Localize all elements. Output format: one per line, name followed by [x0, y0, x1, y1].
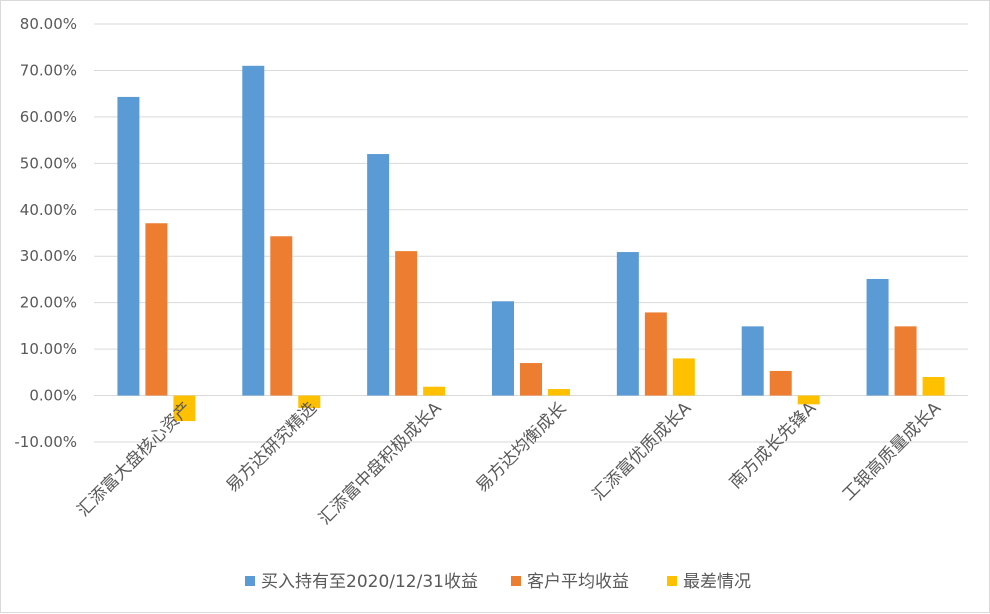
y-axis-ticks: -10.00% 0.00% 10.00% 20.00% 30.00% 40.00% 50.0… — [14, 15, 77, 451]
x-category-label: 工银高质量成长A — [839, 398, 946, 505]
x-category-label: 易方达均衡成长 — [472, 398, 570, 496]
y-tick-label: -10.00% — [14, 433, 77, 451]
bar-buy-hold — [367, 154, 390, 396]
bar-buy-hold — [117, 96, 140, 396]
y-tick-label: 60.00% — [20, 108, 77, 126]
gridlines — [94, 23, 968, 443]
x-category-label: 汇添富优质成长A — [589, 398, 696, 505]
bar-avg-customer — [769, 370, 792, 396]
x-category-label: 易方达研究精选 — [223, 398, 321, 496]
bar-buy-hold — [242, 65, 265, 396]
y-tick-label: 20.00% — [20, 294, 77, 312]
bar-avg-customer — [395, 251, 418, 396]
y-tick-label: 40.00% — [20, 201, 77, 219]
y-tick-label: 70.00% — [20, 61, 77, 79]
legend-swatch — [667, 576, 677, 586]
bar-avg-customer — [145, 223, 168, 396]
y-tick-label: 80.00% — [20, 15, 77, 33]
bar-buy-hold — [616, 252, 639, 396]
bar-worst-case — [797, 395, 820, 405]
bar-buy-hold — [866, 278, 889, 396]
x-category-label: 汇添富中盘积极成长A — [315, 398, 446, 529]
x-category-label: 汇添富大盘核心资产 — [74, 398, 196, 520]
y-tick-label: 30.00% — [20, 247, 77, 265]
legend-swatch — [511, 576, 521, 586]
y-tick-label: 50.00% — [20, 154, 77, 172]
legend: 买入持有至2020/12/31收益 客户平均收益 最差情况 — [245, 572, 751, 592]
bar-avg-customer — [520, 363, 542, 396]
y-tick-label: 0.00% — [29, 387, 77, 405]
bar-worst-case — [298, 395, 321, 409]
x-category-label: 南方成长先锋A — [726, 398, 821, 493]
bar-buy-hold — [741, 326, 764, 396]
legend-label: 客户平均收益 — [527, 572, 629, 592]
legend-label: 买入持有至2020/12/31收益 — [261, 572, 478, 592]
legend-swatch — [245, 576, 255, 586]
bar-avg-customer — [894, 326, 917, 396]
bars — [117, 65, 945, 422]
legend-label: 最差情况 — [683, 572, 751, 592]
bar-worst-case — [922, 376, 945, 396]
y-tick-label: 10.00% — [20, 340, 77, 358]
bar-worst-case — [173, 395, 196, 422]
bar-worst-case — [548, 389, 570, 396]
bar-worst-case — [423, 386, 446, 396]
bar-worst-case — [672, 358, 695, 396]
bar-avg-customer — [270, 236, 293, 396]
bar-buy-hold — [492, 301, 514, 396]
bar-avg-customer — [644, 312, 667, 396]
